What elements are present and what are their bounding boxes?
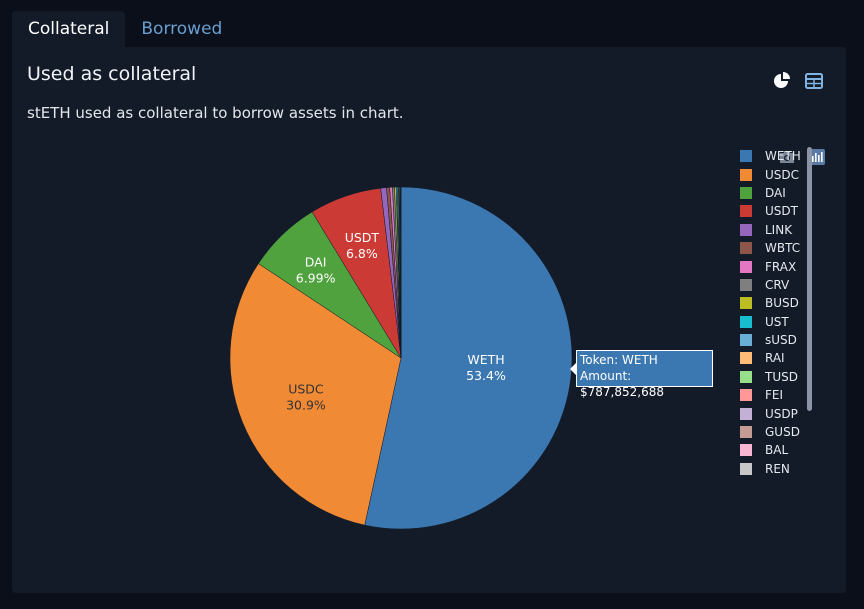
camera-icon[interactable] — [778, 148, 796, 166]
legend-swatch — [740, 370, 752, 383]
legend-swatch — [740, 278, 752, 291]
slice-label-dai-name: DAI — [305, 254, 327, 269]
legend-label: CRV — [765, 277, 790, 292]
legend-item-ust[interactable]: UST — [740, 313, 820, 331]
legend-label: REN — [765, 461, 790, 476]
legend-swatch — [740, 205, 752, 218]
legend-label: WBTC — [765, 241, 801, 256]
slice-label-usdt-percent: 6.8% — [346, 246, 378, 261]
pie-chart-icon[interactable] — [772, 71, 792, 91]
chart-legend: WETH USDC DAI USDT LINK WBTC FRAX CRV BUSD UST sUS… — [740, 147, 820, 478]
legend-swatch — [740, 242, 752, 255]
legend-item-frax[interactable]: FRAX — [740, 257, 820, 275]
tab-collateral[interactable]: Collateral — [12, 11, 126, 47]
tooltip-amount: Amount: $787,852,688 — [580, 369, 664, 399]
legend-swatch — [740, 297, 752, 310]
legend-item-tusd[interactable]: TUSD — [740, 368, 820, 386]
legend-swatch — [740, 315, 752, 328]
legend-swatch — [740, 407, 752, 420]
legend-item-crv[interactable]: CRV — [740, 276, 820, 294]
legend-item-bal[interactable]: BAL — [740, 441, 820, 459]
legend-label: WETH — [765, 149, 801, 164]
tab-borrowed[interactable]: Borrowed — [141, 19, 223, 39]
tooltip-arrow — [570, 363, 576, 375]
legend-swatch — [740, 444, 752, 457]
legend-item-link[interactable]: LINK — [740, 221, 820, 239]
slice-label-dai-percent: 6.99% — [296, 270, 336, 285]
legend-label: USDT — [765, 204, 798, 219]
legend-label: BUSD — [765, 296, 799, 311]
legend-label: GUSD — [765, 425, 800, 440]
panel-description: stETH used as collateral to borrow asset… — [27, 104, 404, 122]
legend-swatch — [740, 260, 752, 273]
legend-swatch — [740, 223, 752, 236]
legend-item-usdc[interactable]: USDC — [740, 165, 820, 183]
legend-label: FRAX — [765, 259, 797, 274]
legend-item-fei[interactable]: FEI — [740, 386, 820, 404]
slice-label-usdc-percent: 30.9% — [286, 398, 326, 413]
legend-swatch — [740, 462, 752, 475]
legend-label: LINK — [765, 222, 793, 237]
legend-item-rai[interactable]: RAI — [740, 349, 820, 367]
legend-scrollbar[interactable] — [807, 147, 812, 411]
legend-item-usdt[interactable]: USDT — [740, 202, 820, 220]
legend-swatch — [740, 186, 752, 199]
legend-item-dai[interactable]: DAI — [740, 184, 820, 202]
panel-title: Used as collateral — [27, 63, 197, 85]
slice-label-usdc-name: USDC — [288, 382, 324, 397]
legend-item-usdp[interactable]: USDP — [740, 404, 820, 422]
legend-label: sUSD — [765, 333, 797, 348]
slice-label-usdt-name: USDT — [345, 230, 380, 245]
table-icon[interactable] — [804, 71, 824, 91]
legend-label: BAL — [765, 443, 789, 458]
slice-label-weth-percent: 53.4% — [466, 368, 506, 383]
legend-swatch — [740, 352, 752, 365]
pie-slice-usdc[interactable] — [229, 263, 402, 526]
legend-label: FEI — [765, 388, 784, 403]
legend-label: USDC — [765, 167, 800, 182]
legend-swatch — [740, 389, 752, 402]
legend-label: UST — [765, 314, 789, 329]
pie-slice-weth[interactable] — [364, 186, 573, 530]
view-toggle — [772, 71, 824, 91]
chart-modebar — [778, 148, 826, 166]
legend-label: RAI — [765, 351, 785, 366]
tooltip-token: Token: WETH — [580, 353, 658, 367]
plotly-logo-icon[interactable] — [808, 148, 826, 166]
tab-bar: Collateral Borrowed — [12, 11, 238, 47]
legend-label: DAI — [765, 185, 786, 200]
legend-label: TUSD — [765, 369, 798, 384]
legend-swatch — [740, 150, 752, 163]
legend-item-wbtc[interactable]: WBTC — [740, 239, 820, 257]
legend-label: USDP — [765, 406, 798, 421]
legend-swatch — [740, 334, 752, 347]
legend-item-busd[interactable]: BUSD — [740, 294, 820, 312]
legend-item-susd[interactable]: sUSD — [740, 331, 820, 349]
legend-item-weth[interactable]: WETH — [740, 147, 820, 165]
legend-item-gusd[interactable]: GUSD — [740, 423, 820, 441]
legend-item-ren[interactable]: REN — [740, 460, 820, 478]
legend-swatch — [740, 426, 752, 439]
legend-swatch — [740, 168, 752, 181]
slice-label-weth-name: WETH — [467, 352, 504, 367]
hover-tooltip: Token: WETH Amount: $787,852,688 — [576, 350, 713, 399]
